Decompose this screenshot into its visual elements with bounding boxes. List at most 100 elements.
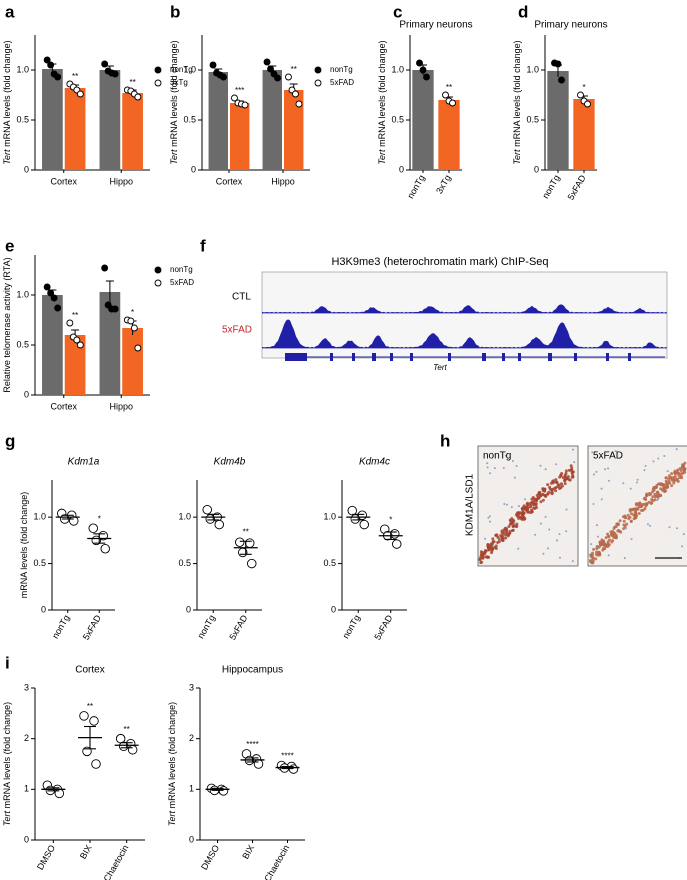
nucleus bbox=[511, 525, 515, 529]
nucleus bbox=[501, 539, 505, 543]
data-point bbox=[134, 93, 142, 101]
nucleus bbox=[539, 494, 543, 498]
nucleus bbox=[565, 508, 568, 511]
nucleus bbox=[659, 494, 663, 498]
nucleus bbox=[489, 520, 492, 523]
data-point bbox=[111, 305, 119, 313]
nucleus bbox=[607, 467, 610, 470]
nucleus bbox=[572, 448, 575, 451]
x-tick-label: BIX bbox=[78, 843, 94, 861]
data-point bbox=[68, 516, 79, 526]
nucleus bbox=[676, 527, 679, 530]
nucleus bbox=[486, 466, 489, 469]
legend-marker bbox=[314, 66, 322, 74]
nucleus bbox=[632, 513, 636, 517]
x-tick-label: 3xTg bbox=[434, 173, 453, 195]
images: nonTg 5xFAD bbox=[477, 445, 687, 567]
nucleus bbox=[554, 489, 558, 493]
nucleus bbox=[565, 530, 568, 533]
nucleus bbox=[670, 484, 674, 488]
data-point bbox=[558, 76, 565, 84]
bar bbox=[573, 99, 595, 170]
y-axis-label-text: Relative telomerase activity (RTA) bbox=[2, 257, 12, 392]
exon bbox=[285, 353, 307, 361]
y-tick-label: 1.0 bbox=[526, 64, 539, 74]
nucleus bbox=[494, 533, 498, 537]
nucleus bbox=[563, 478, 567, 482]
bar bbox=[208, 72, 228, 170]
nucleus bbox=[525, 502, 529, 506]
nucleus bbox=[517, 547, 520, 550]
bar bbox=[64, 88, 86, 170]
y-tick-label: 0 bbox=[534, 164, 539, 174]
data-point bbox=[66, 319, 74, 327]
significance: ** bbox=[291, 65, 297, 74]
nucleus bbox=[532, 506, 536, 510]
nucleus bbox=[604, 536, 608, 540]
significance: ** bbox=[129, 78, 135, 87]
x-tick-label: Cortex bbox=[216, 176, 243, 186]
nucleus bbox=[489, 472, 492, 475]
y-tick-label: 0.5 bbox=[16, 114, 29, 124]
data-point bbox=[76, 90, 84, 98]
y-axis-label: Relative telomerase activity (RTA) bbox=[2, 257, 12, 392]
exon bbox=[448, 353, 451, 361]
y-axis-label: Tert mRNA levels (fold change) bbox=[2, 702, 12, 826]
y-tick-label: 0 bbox=[186, 604, 191, 614]
tracks bbox=[262, 304, 667, 361]
chart: i Cortex 0 1 2 3 Tert mRNA levels (fold change… bbox=[2, 653, 145, 880]
significance: * bbox=[131, 308, 134, 317]
y-tick-label: 1.0 bbox=[16, 64, 29, 74]
panel-letter: g bbox=[5, 431, 15, 450]
bar bbox=[42, 69, 63, 170]
nucleus bbox=[541, 487, 545, 491]
nucleus bbox=[645, 494, 649, 498]
data-point bbox=[111, 70, 119, 78]
chart: d Primary neurons 0 0.5 1.0 Tert mRNA levels … bbox=[512, 2, 607, 201]
nucleus bbox=[522, 504, 526, 508]
y-tick-label: 0 bbox=[399, 164, 404, 174]
nucleus bbox=[517, 505, 520, 508]
data-point bbox=[202, 504, 212, 515]
data-point bbox=[220, 73, 227, 81]
nucleus bbox=[650, 501, 654, 505]
bar bbox=[262, 70, 282, 170]
x-tick-label: Chaetocin bbox=[102, 843, 131, 880]
nucleus bbox=[682, 469, 686, 473]
nucleus bbox=[515, 514, 519, 518]
x-tick-label: Cortex bbox=[50, 401, 77, 411]
chart: g Kdm1a 0 0.5 1.0 mRNA levels (fold change) no… bbox=[5, 431, 115, 642]
data-point bbox=[118, 741, 129, 752]
exon bbox=[330, 353, 333, 361]
legend-marker bbox=[154, 266, 162, 274]
image-label: 5xFAD bbox=[593, 451, 623, 462]
nucleus bbox=[595, 470, 598, 473]
data-point bbox=[89, 716, 99, 726]
chart: Kdm4c 0 0.5 1.0 nonTg 5xFAD * bbox=[323, 457, 407, 642]
nucleus bbox=[522, 516, 526, 520]
nucleus bbox=[643, 469, 646, 472]
nucleus bbox=[595, 550, 599, 554]
nucleus bbox=[618, 519, 622, 523]
data-point bbox=[274, 74, 281, 82]
nucleus bbox=[645, 503, 649, 507]
chart: Kdm4b 0 0.5 1.0 nonTg 5xFAD ** bbox=[178, 457, 262, 642]
nucleus bbox=[683, 461, 687, 465]
nucleus bbox=[571, 560, 574, 563]
nucleus bbox=[483, 548, 487, 552]
data-point bbox=[419, 66, 427, 74]
nucleus bbox=[519, 516, 523, 520]
nucleus bbox=[484, 537, 487, 540]
nucleus bbox=[558, 533, 561, 536]
data-point bbox=[127, 317, 135, 325]
data-point bbox=[347, 505, 358, 516]
x-tick-label: 5xFAD bbox=[227, 613, 249, 642]
nucleus bbox=[488, 515, 491, 518]
bar bbox=[99, 292, 121, 395]
data-point bbox=[43, 283, 51, 291]
data-point bbox=[584, 100, 591, 108]
nucleus bbox=[564, 469, 568, 473]
nucleus bbox=[649, 524, 652, 527]
exon bbox=[628, 353, 631, 361]
nucleus bbox=[664, 479, 668, 483]
